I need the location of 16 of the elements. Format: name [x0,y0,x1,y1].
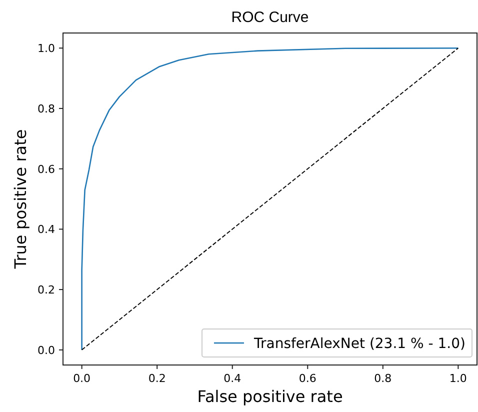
y-tick-label: 0.0 [38,344,55,357]
x-tick-label: 1.0 [449,372,467,385]
x-tick-label: 0.8 [374,372,392,385]
x-tick-label: 0.2 [148,372,166,385]
y-tick-label: 0.2 [38,284,55,297]
y-tick-label: 1.0 [38,42,55,56]
legend-label: TransferAlexNet (23.1 % - 1.0) [253,336,466,352]
y-tick-label: 0.6 [38,162,55,176]
y-tick-label: 0.8 [38,102,55,116]
x-tick-label: 0.4 [224,372,242,385]
y-axis-title: True positive rate [11,129,30,270]
y-tick-label: 0.4 [38,223,55,236]
chart-title: ROC Curve [231,9,309,26]
x-tick-label: 0.0 [73,372,91,385]
x-axis-title: False positive rate [197,387,343,406]
x-tick-label: 0.6 [298,372,316,385]
